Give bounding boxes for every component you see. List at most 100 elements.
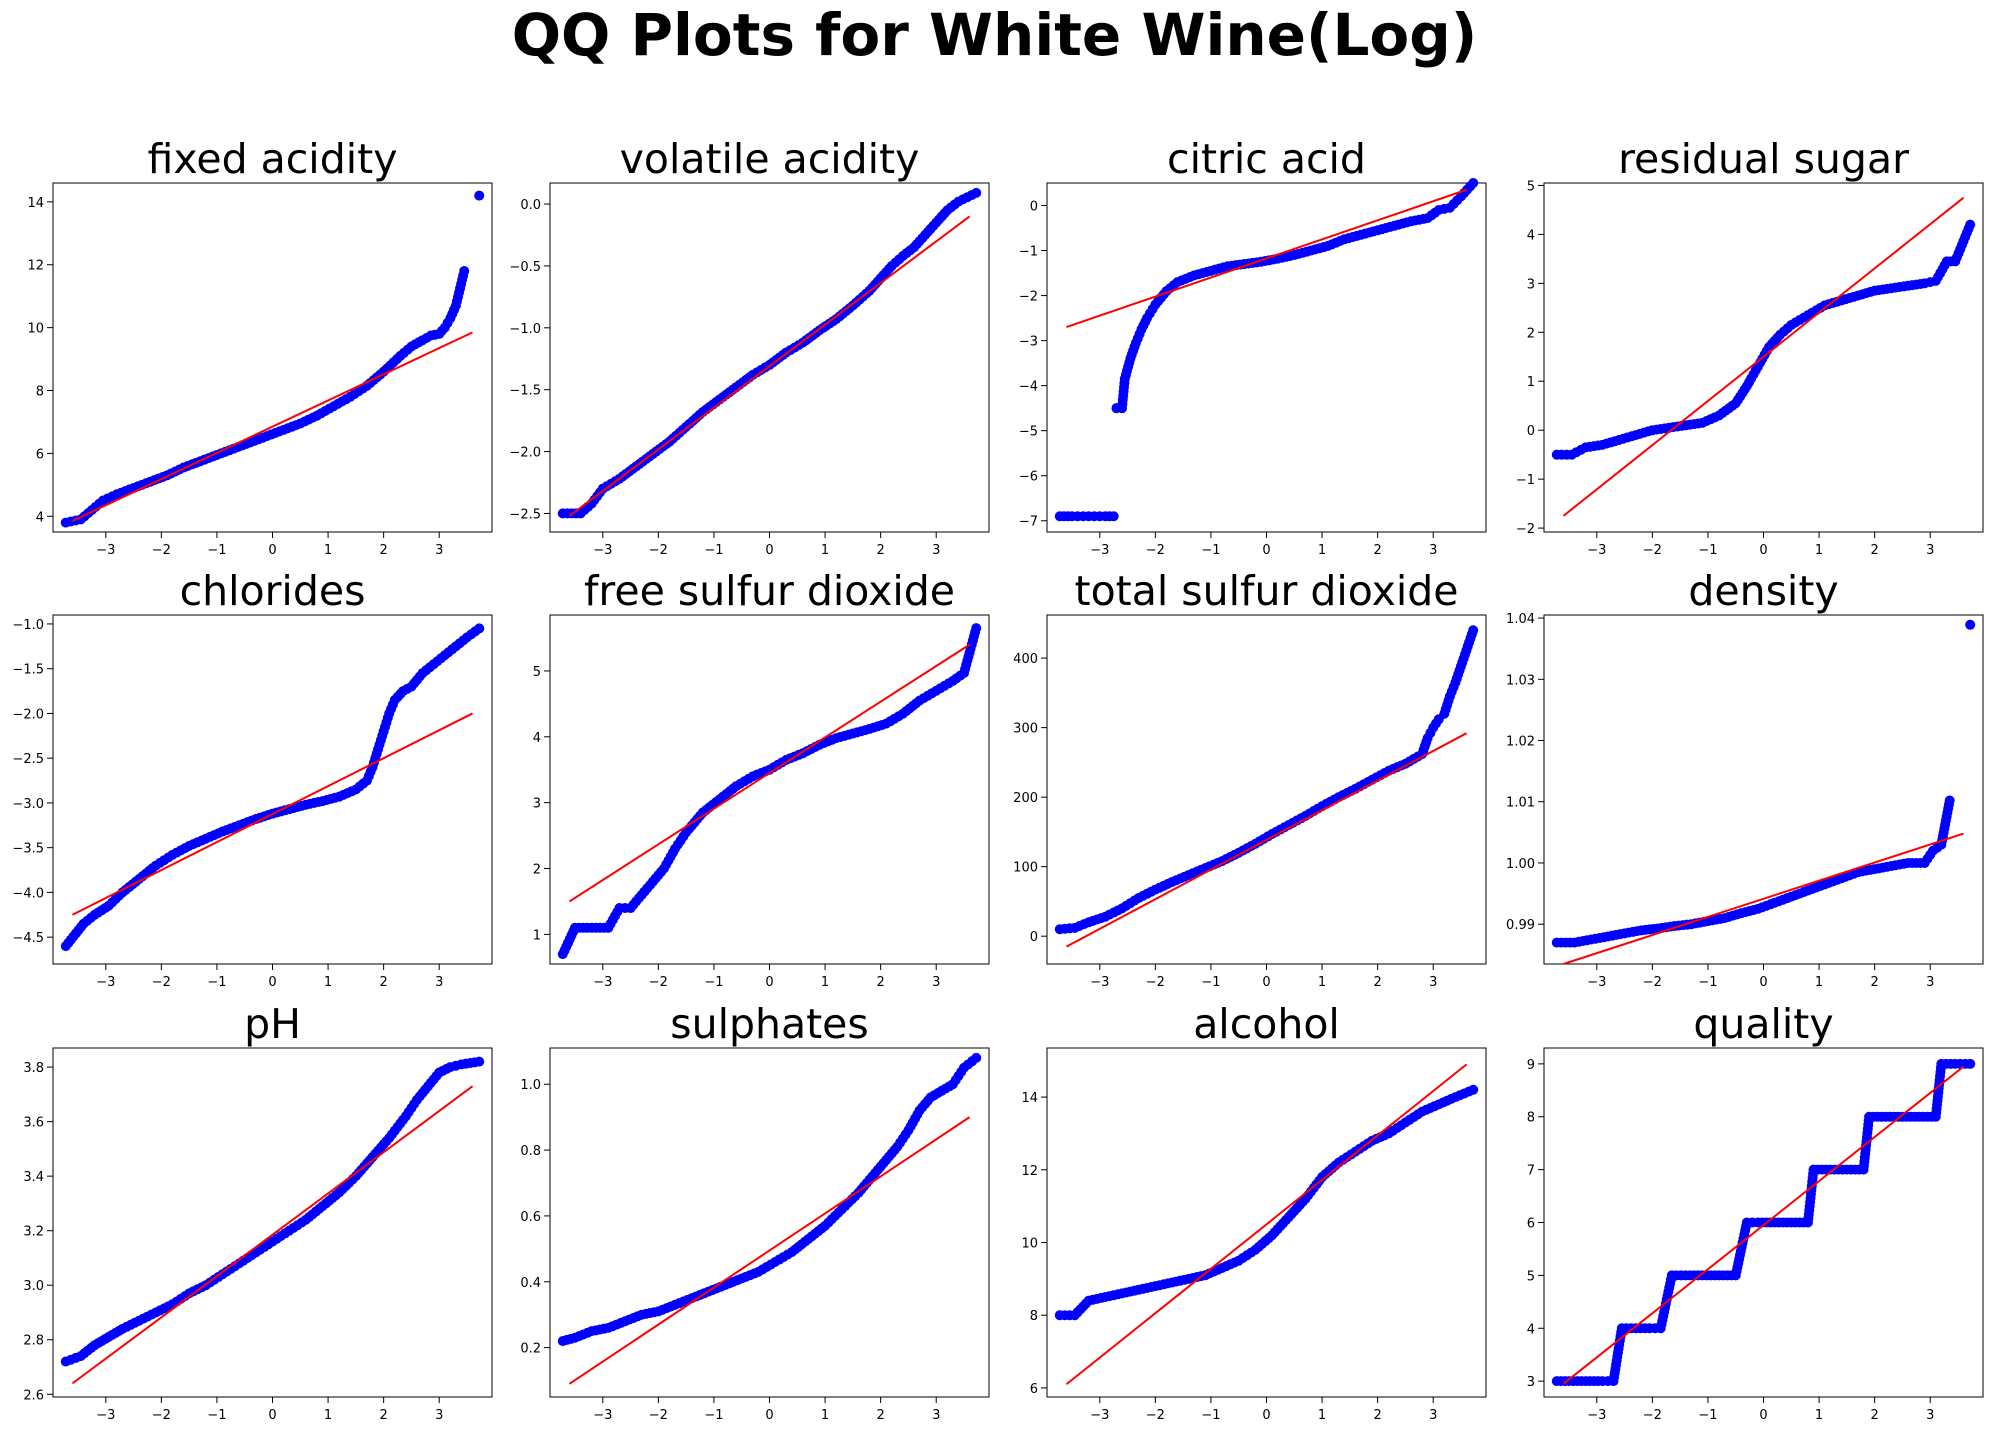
x-tick-label: 0	[765, 543, 773, 558]
y-tick-label: 4	[36, 510, 44, 525]
x-tick-label: −2	[1643, 975, 1662, 990]
y-tick-label: 2	[533, 863, 541, 878]
y-tick-label: 0.8	[520, 1144, 541, 1159]
subplot: free sulfur dioxide −3 −2 −1 0 1 2 3 1 2 3 4 5	[533, 567, 990, 990]
fit-line	[1065, 1063, 1468, 1386]
x-tick-label: 3	[1429, 975, 1437, 990]
y-tick-label: −2	[1019, 290, 1038, 305]
y-tick-label: −1.0	[12, 618, 44, 633]
x-tick-label: −3	[1090, 975, 1109, 990]
x-tick-label: 0	[1262, 975, 1270, 990]
y-tick-label: 14	[1021, 1091, 1038, 1106]
axes-frame	[52, 1047, 493, 1398]
x-tick-label: −3	[96, 543, 115, 558]
y-tick-label: −3	[1019, 335, 1038, 350]
qq-point	[971, 623, 982, 634]
x-tick-label: −1	[207, 975, 226, 990]
x-tick-label: 0	[268, 543, 276, 558]
x-tick-label: −3	[1587, 1408, 1606, 1423]
y-tick-label: −7	[1019, 515, 1038, 530]
x-tick-label: −3	[1090, 1408, 1109, 1423]
x-tick-label: 0	[1262, 543, 1270, 558]
y-tick-label: −1.5	[509, 384, 541, 399]
x-tick-label: 0	[765, 1408, 773, 1423]
x-tick-label: 3	[932, 1408, 940, 1423]
subplot-title: sulphates	[670, 1000, 869, 1048]
x-tick-label: −1	[1698, 1408, 1717, 1423]
qq-point	[971, 1052, 982, 1063]
subplot-title: free sulfur dioxide	[584, 567, 955, 615]
x-tick-label: −3	[593, 543, 612, 558]
figure-title: QQ Plots for White Wine(Log)	[511, 1, 1478, 69]
subplot: total sulfur dioxide −3 −2 −1 0 1 2 3 0 100 200 300…	[1013, 567, 1487, 990]
y-tick-label: 9	[1527, 1058, 1535, 1073]
x-tick-label: 1	[1318, 543, 1326, 558]
x-tick-label: 1	[821, 1408, 829, 1423]
qq-point	[1468, 625, 1479, 636]
axes-frame	[1046, 182, 1487, 533]
y-tick-label: −0.5	[509, 260, 541, 275]
y-tick-label: 6	[1527, 1217, 1535, 1232]
subplot: sulphates −3 −2 −1 0 1 2 3 0.2 0.4 0.6 0.8 1.0	[520, 1000, 990, 1423]
y-tick-label: −2.0	[509, 446, 541, 461]
y-tick-label: 2.8	[23, 1334, 44, 1349]
y-tick-label: 0	[1527, 424, 1535, 439]
y-tick-label: −6	[1019, 470, 1038, 485]
x-tick-label: 1	[1815, 975, 1823, 990]
qq-point	[1965, 219, 1976, 230]
x-tick-label: 3	[435, 1408, 443, 1423]
subplot: citric acid −3 −2 −1 0 1 2 3 −7 −6 −5 −4 −3 −2 −1 0	[1019, 135, 1487, 558]
y-tick-label: 1	[1527, 375, 1535, 390]
y-tick-label: 0.2	[520, 1342, 541, 1357]
y-tick-label: 100	[1013, 861, 1038, 876]
x-tick-label: −3	[96, 1408, 115, 1423]
subplot: density −3 −2 −1 0 1 2 3 0.99 1.00 1.01 1.02 1.03 1.0…	[1506, 567, 1984, 990]
y-tick-label: −4.5	[12, 931, 44, 946]
x-tick-label: 2	[1373, 1408, 1381, 1423]
y-tick-label: 7	[1527, 1164, 1535, 1179]
x-tick-label: −2	[152, 975, 171, 990]
qq-point	[1944, 795, 1955, 806]
x-tick-label: 2	[1373, 543, 1381, 558]
x-tick-label: 2	[1870, 543, 1878, 558]
subplot: pH −3 −2 −1 0 1 2 3 2.6 2.8 3.0 3.2 3.4 3.6 3.8	[23, 1000, 493, 1423]
y-tick-label: 4	[1527, 1322, 1535, 1337]
y-tick-label: 1.02	[1506, 735, 1535, 750]
x-tick-label: 2	[876, 975, 884, 990]
y-tick-label: −2.5	[12, 752, 44, 767]
subplot-title: total sulfur dioxide	[1075, 567, 1459, 615]
x-tick-label: 3	[435, 975, 443, 990]
x-tick-label: −2	[152, 543, 171, 558]
y-tick-label: 3	[533, 797, 541, 812]
y-tick-label: 0	[1030, 930, 1038, 945]
x-tick-label: 0	[1759, 1408, 1767, 1423]
y-tick-label: 300	[1013, 722, 1038, 737]
x-tick-label: 3	[1926, 1408, 1934, 1423]
y-tick-label: 3	[1527, 277, 1535, 292]
subplot: residual sugar −3 −2 −1 0 1 2 3 −2 −1 0 1 2 3 4 5	[1516, 135, 1984, 558]
x-tick-label: −2	[1643, 543, 1662, 558]
x-tick-label: −1	[1201, 543, 1220, 558]
x-tick-label: 3	[932, 975, 940, 990]
x-tick-label: −1	[1201, 1408, 1220, 1423]
x-tick-label: 1	[1318, 1408, 1326, 1423]
x-tick-label: 1	[1318, 975, 1326, 990]
y-tick-label: 3	[1527, 1375, 1535, 1390]
y-tick-label: 0.99	[1506, 918, 1535, 933]
subplot-title: citric acid	[1167, 135, 1366, 183]
fit-line	[568, 1116, 971, 1385]
qq-point	[1965, 619, 1976, 630]
y-tick-label: 1.00	[1506, 857, 1535, 872]
subplot: quality −3 −2 −1 0 1 2 3 3 4 5 6 7 8 9	[1527, 1000, 1984, 1423]
y-tick-label: 8	[36, 385, 44, 400]
y-tick-label: −2.0	[12, 707, 44, 722]
x-tick-label: 3	[1926, 975, 1934, 990]
x-tick-label: −2	[649, 543, 668, 558]
subplot-title: alcohol	[1193, 1000, 1340, 1048]
y-tick-label: 0.4	[520, 1276, 541, 1291]
y-tick-label: 5	[1527, 1269, 1535, 1284]
subplot: volatile acidity −3 −2 −1 0 1 2 3 −2.5 −2.0 −1.5 −1…	[509, 135, 990, 558]
x-tick-label: 1	[324, 543, 332, 558]
x-tick-label: −1	[704, 975, 723, 990]
x-tick-label: 3	[1429, 543, 1437, 558]
